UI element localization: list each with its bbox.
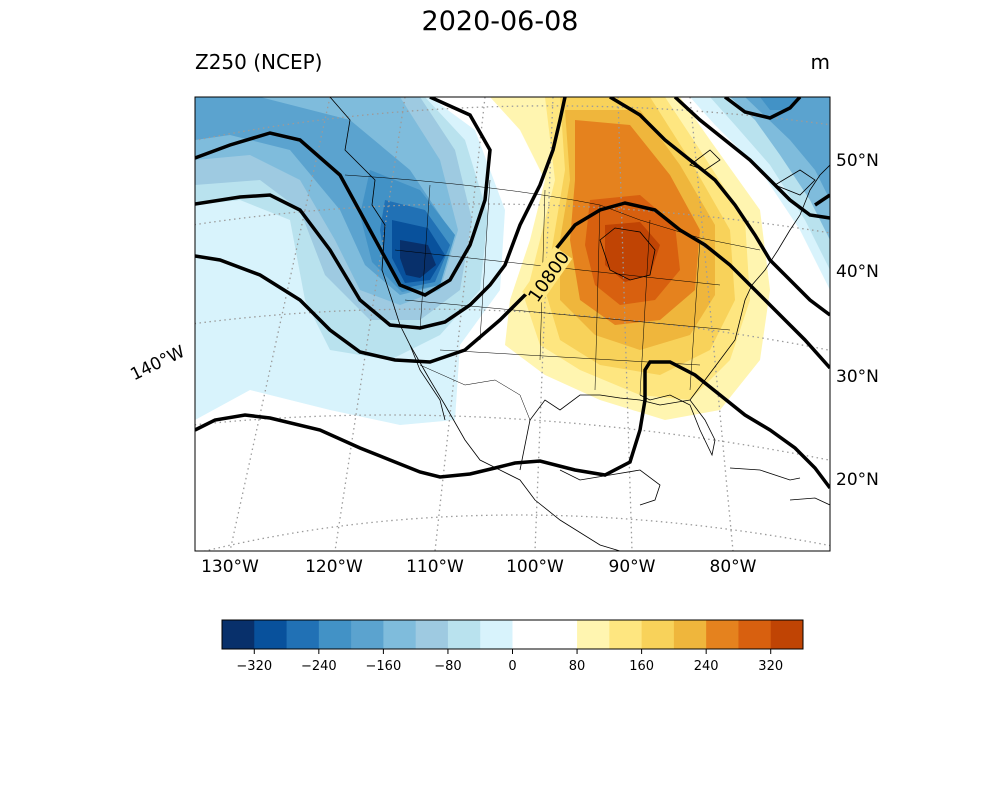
contour-line-northeast <box>673 97 830 220</box>
colorbar-tick-label: 320 <box>758 659 783 674</box>
hispaniola <box>789 497 830 506</box>
atlantic-coastline <box>689 164 830 401</box>
contour-line-corner <box>814 193 830 207</box>
map-frame <box>194 96 831 552</box>
colorbar-cell <box>770 620 804 649</box>
colorbar-tick-label: 160 <box>629 659 654 674</box>
colorbar-cell <box>222 620 255 649</box>
positive-anomaly-field <box>490 97 770 420</box>
map-panel: 10800 <box>195 97 830 551</box>
colorbar-cell <box>351 620 384 649</box>
latitude-line-50n <box>195 105 830 142</box>
yucatan-coast <box>559 469 661 506</box>
colorbar-cell <box>738 620 772 649</box>
contour-line-arctic <box>723 97 802 120</box>
colorbar: −320 −240 −160 −80 0 80 160 240 320 <box>221 619 804 674</box>
lon-label-110w: 110°W <box>406 557 464 577</box>
longitude-line-90w <box>617 97 633 551</box>
lon-label-80w: 80°W <box>710 557 757 577</box>
us-canada-border <box>344 174 761 251</box>
colorbar-cell <box>383 620 417 649</box>
colorbar-cell <box>577 620 610 649</box>
lat-label-50n: 50°N <box>836 151 879 171</box>
units-label: m <box>810 50 830 74</box>
great-lakes <box>599 227 656 281</box>
longitude-line-80w <box>689 97 734 551</box>
contour-line-10800 <box>195 97 567 330</box>
cuba <box>729 467 801 481</box>
colorbar-tick-label: 240 <box>694 659 719 674</box>
colorbar-cell <box>480 620 513 649</box>
colorbar-cell <box>706 620 739 649</box>
colorbar-tick-label: −80 <box>434 659 461 674</box>
gulf-coastline <box>519 394 716 471</box>
colorbar-cell <box>415 620 449 649</box>
latitude-line-10n <box>202 514 830 551</box>
lon-label-100w: 100°W <box>506 557 564 577</box>
colorbar-tick-label: −320 <box>236 659 272 674</box>
colorbar-tick-label: −160 <box>366 659 402 674</box>
colorbar-cell <box>673 620 707 649</box>
contour-line-north <box>195 97 492 297</box>
lon-label-90w: 90°W <box>609 557 656 577</box>
contour-line-subtropical <box>195 360 830 490</box>
colorbar-cell <box>641 620 675 649</box>
baja-california <box>409 344 446 421</box>
colorbar-tick-label: 0 <box>508 659 516 674</box>
figure-title: 2020-06-08 <box>421 6 579 37</box>
colorbar-cell <box>544 620 578 649</box>
contour-line-east <box>609 97 830 317</box>
colorbar-tick-label: −240 <box>301 659 337 674</box>
lat-label-40n: 40°N <box>836 262 879 282</box>
us-mexico-border <box>419 364 531 421</box>
newfoundland <box>774 169 816 196</box>
colorbar-cell <box>609 620 643 649</box>
variable-label: Z250 (NCEP) <box>195 50 323 74</box>
lat-label-20n: 20°N <box>836 470 879 490</box>
colorbar-cell <box>447 620 481 649</box>
colorbar-cell <box>286 620 320 649</box>
lat-label-30n: 30°N <box>836 367 879 387</box>
lon-label-120w: 120°W <box>305 557 363 577</box>
colorbar-cell <box>254 620 288 649</box>
lon-label-130w: 130°W <box>201 557 259 577</box>
colorbar-tick-label: 80 <box>569 659 586 674</box>
lon-label-140w: 140°W <box>127 342 188 385</box>
negative-anomaly-field <box>195 97 830 425</box>
colorbar-cell <box>512 620 546 649</box>
colorbar-cell <box>318 620 352 649</box>
longitude-line-100w <box>534 97 554 551</box>
